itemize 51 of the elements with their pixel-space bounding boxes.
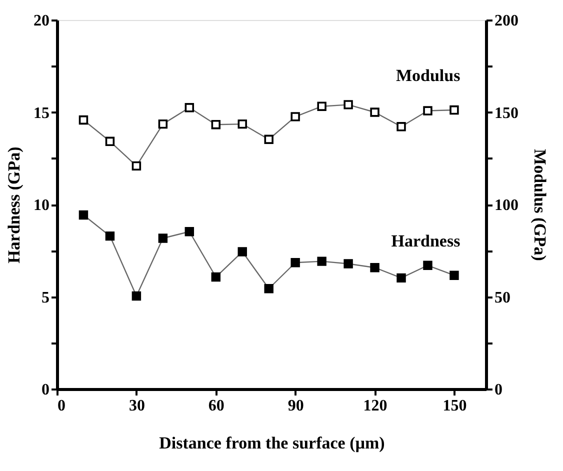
y-tick-label: 10: [34, 197, 50, 214]
y-tick-label: 0: [42, 382, 50, 398]
point: [238, 247, 247, 256]
y2-tick-label: 0: [494, 382, 502, 398]
y2-tick-label: 150: [494, 104, 518, 122]
point: [317, 256, 326, 266]
point: [396, 273, 406, 283]
y-tick-label: 15: [34, 104, 50, 122]
point: [290, 112, 300, 122]
point: [423, 260, 432, 270]
point: [132, 291, 142, 301]
point: [423, 106, 432, 116]
point: [344, 100, 353, 110]
y-tick-label: 20: [34, 12, 50, 30]
y2-tick-label: 200: [494, 12, 518, 30]
series-label: Hardness: [391, 231, 461, 250]
point: [264, 134, 274, 144]
x-tick-label: 60: [208, 398, 224, 414]
point: [211, 272, 220, 282]
point: [132, 161, 142, 171]
point: [78, 115, 88, 125]
x-tick-label: 120: [363, 398, 388, 414]
point: [317, 102, 326, 111]
point: [184, 227, 194, 236]
point: [238, 119, 247, 129]
point: [184, 103, 194, 112]
y-axis-title: Hardness (GPa): [4, 146, 24, 264]
point: [211, 120, 220, 130]
x-tick-label: 90: [288, 398, 304, 414]
y-tick-label: 5: [42, 289, 50, 306]
x-tick-label: 30: [128, 398, 145, 414]
point: [370, 108, 380, 117]
series-label: Modulus: [396, 66, 461, 86]
point: [158, 119, 168, 129]
x-tick-label: 0: [58, 398, 66, 414]
point: [105, 136, 115, 146]
x-axis-title: Distance from the surface (µm): [159, 434, 385, 452]
point: [290, 258, 300, 268]
y2-axis-title: Modulus (GPa): [530, 149, 550, 261]
point: [450, 105, 459, 115]
point: [396, 122, 406, 132]
point: [105, 231, 115, 241]
point: [78, 210, 88, 220]
point: [450, 270, 459, 280]
point: [370, 262, 380, 272]
y2-tick-label: 50: [494, 289, 510, 306]
x-tick-label: 150: [442, 398, 467, 414]
y2-tick-label: 100: [494, 197, 518, 214]
point: [264, 284, 274, 294]
point: [344, 259, 353, 268]
point: [158, 234, 168, 243]
